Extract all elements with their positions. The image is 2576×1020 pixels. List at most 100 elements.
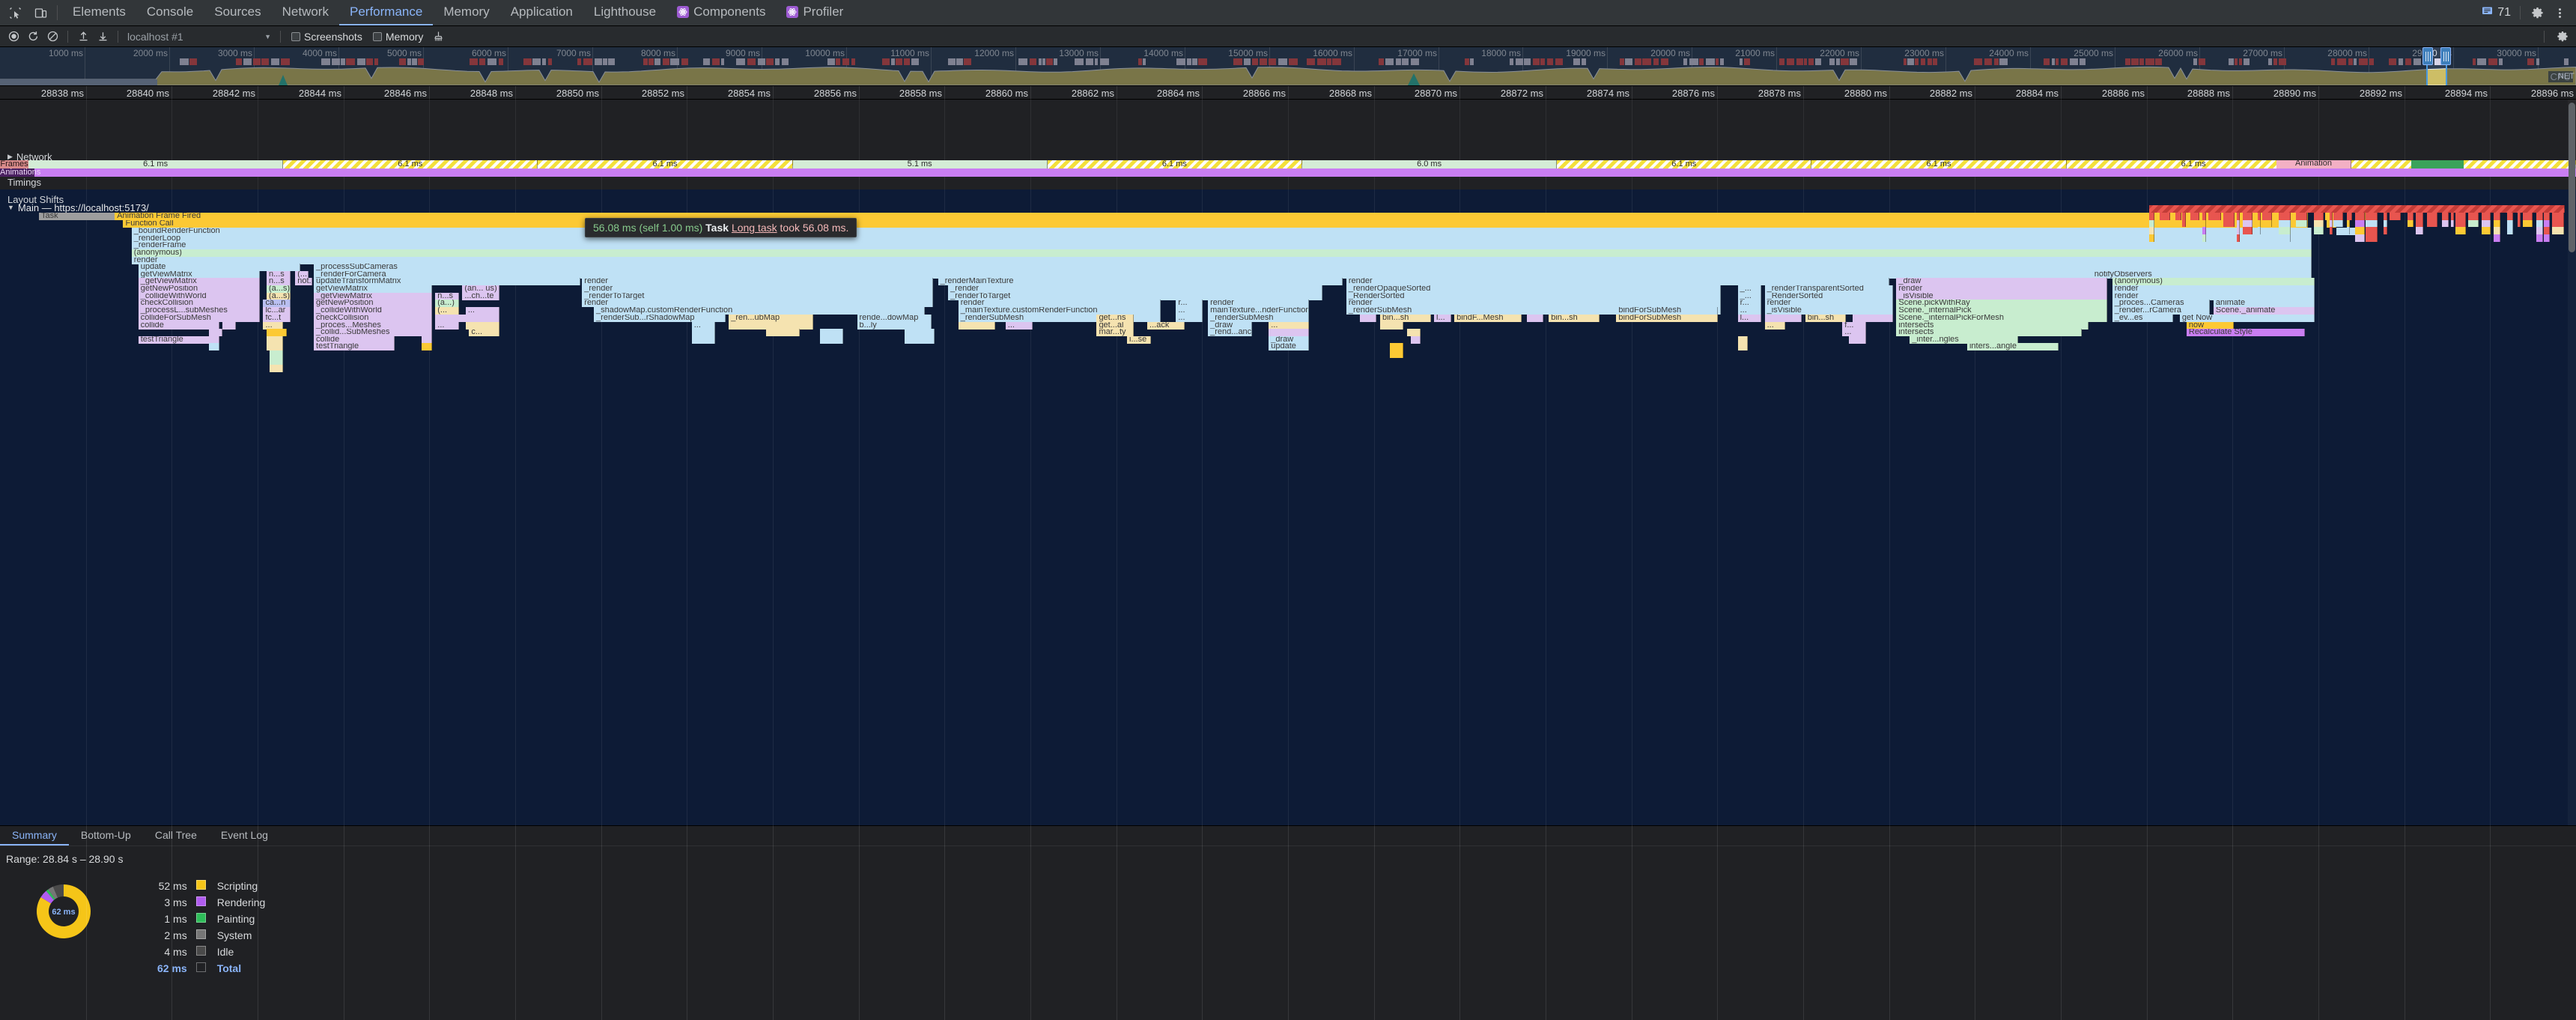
flame-bar[interactable]: _boundRenderFunction bbox=[131, 228, 2312, 235]
flame-bar[interactable] bbox=[2333, 219, 2343, 228]
flame-bar[interactable]: i...se bbox=[1127, 336, 1151, 344]
flame-bar[interactable]: _proces...Cameras bbox=[2112, 300, 2211, 307]
flame-bar[interactable]: _draw bbox=[1269, 336, 1310, 344]
flame-bar[interactable]: fc...t bbox=[263, 315, 291, 322]
flame-bar[interactable] bbox=[2258, 213, 2261, 220]
flame-bar[interactable] bbox=[2182, 219, 2186, 228]
flame-bar[interactable]: getNewPosition bbox=[314, 300, 432, 307]
tab-components[interactable]: Components bbox=[666, 0, 776, 25]
kebab-menu-icon[interactable] bbox=[2552, 5, 2567, 20]
flame-bar[interactable]: _renderLoop bbox=[131, 235, 2312, 243]
flame-bar[interactable] bbox=[2355, 219, 2365, 228]
track-main[interactable]: ▼ Main — https://localhost:5173/ bbox=[0, 202, 2576, 213]
flame-bar[interactable]: _renderSubMesh bbox=[1208, 315, 1310, 322]
details-tab-summary[interactable]: Summary bbox=[0, 826, 69, 846]
flame-bar[interactable] bbox=[958, 322, 996, 330]
flame-bar[interactable] bbox=[2552, 227, 2564, 234]
flame-bar[interactable] bbox=[2279, 234, 2291, 242]
flame-bar[interactable] bbox=[2223, 213, 2235, 220]
flame-bar[interactable]: get...ns bbox=[1096, 315, 1134, 322]
flame-bar[interactable]: ...ack bbox=[1147, 322, 1185, 330]
flame-bar[interactable] bbox=[2536, 219, 2543, 228]
record-button[interactable] bbox=[4, 28, 22, 45]
flame-bar[interactable]: (anonymous) bbox=[131, 249, 2312, 257]
flame-bar[interactable]: l... bbox=[1737, 315, 1762, 322]
flame-bar[interactable]: _draw bbox=[1896, 278, 2107, 285]
tab-profiler[interactable]: Profiler bbox=[776, 0, 854, 25]
flame-bar[interactable] bbox=[2237, 213, 2240, 220]
flame-bar[interactable] bbox=[1269, 329, 1310, 336]
flame-bar[interactable]: _inter...ngles bbox=[1910, 336, 2018, 344]
flame-bar[interactable] bbox=[2384, 227, 2387, 234]
flame-bar[interactable]: updateTransformMatrix bbox=[314, 278, 581, 285]
flame-bar[interactable] bbox=[2507, 227, 2513, 234]
collect-garbage-icon[interactable] bbox=[429, 28, 447, 45]
flame-bar[interactable]: _getViewMatrix bbox=[138, 278, 260, 285]
flame-bar[interactable] bbox=[2523, 219, 2533, 228]
flame-bar[interactable] bbox=[2442, 213, 2449, 220]
flame-bar[interactable] bbox=[2455, 213, 2466, 220]
flame-bar[interactable]: ... bbox=[1842, 329, 1866, 336]
flame-bar[interactable]: ...ch...te bbox=[462, 293, 499, 300]
flame-bar[interactable]: intersects bbox=[1896, 322, 2089, 330]
flame-bar[interactable]: animate bbox=[2213, 300, 2315, 307]
flame-bar[interactable] bbox=[2262, 213, 2272, 220]
flame-bar[interactable] bbox=[270, 365, 284, 372]
flame-bar[interactable]: mar...ty bbox=[1096, 329, 1134, 336]
flame-bar[interactable]: render bbox=[1346, 278, 1890, 285]
flame-bar[interactable] bbox=[2333, 213, 2343, 220]
flame-bar[interactable]: Scene.pickWithRay bbox=[1896, 300, 2107, 307]
flame-bar[interactable] bbox=[266, 336, 284, 344]
flame-bar[interactable] bbox=[2243, 227, 2253, 234]
flame-bar[interactable] bbox=[2552, 213, 2564, 220]
flame-bar[interactable] bbox=[1390, 350, 1404, 358]
flame-bar[interactable] bbox=[2314, 227, 2324, 234]
flame-bar[interactable] bbox=[1359, 315, 1377, 322]
flame-bar[interactable]: _processSubCameras bbox=[314, 264, 2312, 271]
flame-bar[interactable] bbox=[2208, 213, 2221, 220]
overview-handle-right[interactable] bbox=[2440, 47, 2451, 65]
frame-cell[interactable]: 6.1 ms bbox=[1811, 160, 2067, 169]
memory-checkbox[interactable]: Memory bbox=[368, 31, 428, 43]
flame-bar[interactable]: inters...angle bbox=[1966, 343, 2059, 350]
flame-bar[interactable]: render bbox=[131, 257, 2312, 264]
frames-animation-badge[interactable]: Animation bbox=[2276, 160, 2351, 169]
frame-cell[interactable]: 6.1 ms bbox=[1557, 160, 1812, 169]
flame-bar[interactable] bbox=[2544, 219, 2550, 228]
flame-bar[interactable] bbox=[2149, 234, 2154, 242]
flame-bar[interactable]: _renderToTarget bbox=[948, 293, 1323, 300]
flame-bar[interactable] bbox=[1737, 343, 1749, 350]
flame-bar[interactable] bbox=[691, 329, 716, 336]
flame-bar[interactable] bbox=[2279, 213, 2291, 220]
flame-bar[interactable] bbox=[2279, 227, 2291, 234]
flame-bar[interactable] bbox=[2355, 227, 2365, 234]
flame-bar[interactable]: _... bbox=[1737, 293, 1762, 300]
flame-bar[interactable] bbox=[2507, 219, 2513, 228]
flame-bar[interactable]: collide bbox=[314, 336, 395, 344]
flame-bar[interactable] bbox=[2536, 234, 2543, 242]
flame-bar[interactable] bbox=[1379, 322, 1404, 330]
flame-bar[interactable] bbox=[2523, 213, 2533, 220]
flame-bar[interactable]: ... bbox=[1176, 307, 1203, 315]
flame-bar[interactable] bbox=[2536, 213, 2543, 220]
flame-bar[interactable] bbox=[2347, 227, 2350, 234]
flame-bar[interactable] bbox=[819, 329, 844, 336]
flame-bar[interactable]: lc...ar bbox=[263, 307, 291, 315]
tab-lighthouse[interactable]: Lighthouse bbox=[583, 0, 666, 25]
flame-bar[interactable] bbox=[2451, 213, 2454, 220]
flame-bar[interactable]: render bbox=[1346, 300, 1722, 307]
flame-bar[interactable] bbox=[2427, 213, 2437, 220]
flame-bar[interactable] bbox=[2366, 227, 2378, 234]
frame-cell[interactable]: 5.1 ms bbox=[792, 160, 1048, 169]
flame-bar[interactable]: get...al bbox=[1096, 322, 1134, 330]
tab-application[interactable]: Application bbox=[500, 0, 583, 25]
flame-bar[interactable] bbox=[2160, 213, 2170, 220]
flame-bar[interactable] bbox=[1849, 336, 1866, 344]
flame-bar[interactable]: now bbox=[2186, 322, 2234, 330]
flame-bar[interactable] bbox=[2384, 219, 2387, 228]
flame-bar[interactable]: ... bbox=[263, 322, 284, 330]
flame-bar[interactable]: _renderSubMesh bbox=[1346, 307, 1722, 315]
flame-bar[interactable] bbox=[2314, 219, 2324, 228]
flame-bar[interactable] bbox=[2223, 219, 2235, 228]
flame-bar[interactable] bbox=[819, 336, 844, 344]
